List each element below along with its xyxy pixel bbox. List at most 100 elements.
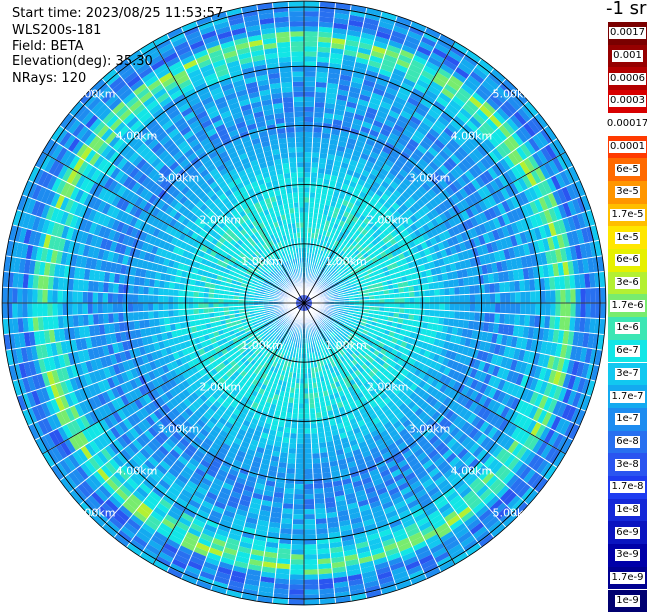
range-bin	[525, 303, 530, 315]
range-bin	[530, 303, 535, 315]
range-bin	[304, 399, 309, 404]
range-bin	[291, 549, 304, 554]
range-bin	[299, 404, 305, 409]
range-bin	[304, 56, 317, 61]
range-bin	[304, 132, 313, 137]
range-bin	[495, 303, 500, 313]
range-bin	[304, 46, 317, 51]
range-bin	[400, 303, 405, 308]
range-bin	[470, 303, 475, 312]
range-bin	[292, 524, 304, 529]
range-bin	[469, 285, 475, 294]
range-bin	[429, 310, 435, 317]
range-bin	[590, 303, 596, 318]
range-bin	[510, 303, 515, 314]
range-bin	[404, 308, 409, 314]
range-bin	[315, 97, 326, 103]
range-bin	[315, 82, 327, 88]
range-bin	[480, 303, 485, 313]
range-bin	[438, 317, 444, 325]
range-bin	[288, 600, 304, 605]
range-bin	[312, 152, 320, 158]
range-bin	[448, 318, 454, 326]
range-bin	[311, 157, 319, 163]
range-bin	[529, 279, 535, 291]
range-bin	[304, 509, 315, 514]
range-bin	[500, 303, 505, 314]
range-bin	[304, 26, 319, 31]
range-bin	[294, 484, 304, 489]
range-bin	[304, 207, 309, 212]
range-bin	[304, 519, 316, 524]
range-bin	[309, 403, 315, 408]
range-bin	[314, 483, 324, 489]
range-bin	[585, 303, 590, 318]
range-bin	[429, 289, 435, 296]
range-bin	[490, 293, 495, 303]
range-bin	[414, 309, 420, 315]
range-bin	[304, 142, 312, 147]
range-bin	[504, 314, 510, 325]
range-bin	[410, 297, 415, 303]
range-bin	[440, 303, 445, 310]
range-bin	[304, 439, 311, 444]
range-bin	[296, 449, 304, 454]
range-bin	[294, 499, 305, 504]
range-bin	[434, 289, 440, 296]
range-bin	[485, 293, 490, 303]
range-bin	[319, 153, 327, 159]
range-bin	[435, 296, 440, 303]
range-bin	[474, 285, 480, 294]
range-bin	[470, 294, 475, 303]
range-bin	[560, 303, 565, 317]
range-bin	[405, 298, 410, 304]
range-bin	[304, 97, 315, 102]
range-bin	[535, 291, 540, 303]
range-bin	[289, 584, 304, 589]
range-bin	[494, 283, 500, 294]
range-bin	[434, 310, 440, 317]
range-bin	[550, 290, 555, 303]
range-bin	[311, 167, 318, 173]
range-bin	[287, 463, 296, 469]
range-bin	[464, 286, 470, 295]
range-bin	[509, 314, 515, 325]
range-bin	[318, 163, 326, 169]
range-bin	[316, 77, 328, 83]
range-bin	[454, 311, 460, 319]
range-bin	[310, 187, 316, 193]
range-bin	[314, 102, 325, 108]
range-bin	[535, 303, 540, 315]
range-bin	[292, 529, 304, 534]
range-bin	[304, 162, 311, 167]
range-bin	[304, 524, 316, 529]
range-bin	[289, 443, 297, 449]
range-bin	[430, 303, 435, 310]
range-bin	[297, 429, 304, 434]
range-bin	[304, 499, 315, 504]
range-bin	[490, 303, 495, 313]
range-bin	[304, 459, 312, 464]
range-bin	[465, 294, 470, 303]
range-bin	[304, 449, 312, 454]
range-bin	[515, 303, 520, 314]
range-bin	[304, 21, 319, 26]
range-bin	[304, 484, 314, 489]
range-bin	[289, 438, 297, 444]
range-bin	[282, 503, 293, 509]
range-bin	[290, 569, 304, 574]
range-bin	[509, 281, 515, 292]
range-bin	[304, 16, 319, 21]
range-bin	[282, 437, 290, 443]
range-bin	[304, 41, 318, 46]
range-bin	[280, 528, 292, 534]
range-bin	[505, 303, 510, 314]
range-bin	[425, 303, 430, 310]
range-bin	[319, 442, 327, 448]
range-bin	[295, 469, 304, 474]
range-bin	[319, 447, 327, 453]
range-bin	[293, 514, 304, 519]
range-bin	[469, 312, 475, 321]
range-bin	[304, 424, 311, 429]
range-bin	[317, 543, 330, 549]
